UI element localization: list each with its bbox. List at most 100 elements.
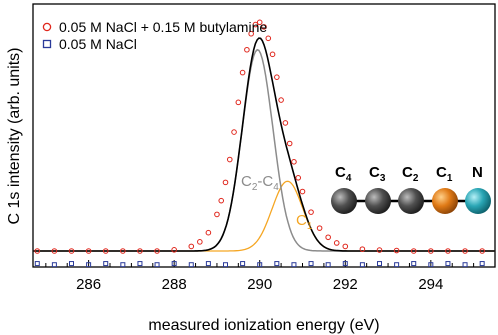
- butylamine-data-point: [252, 21, 259, 28]
- butylamine-data-point: [154, 248, 160, 254]
- series-nacl-markers: [34, 261, 485, 267]
- butylamine-data-point: [239, 69, 246, 76]
- atom-label-c4: C4: [335, 164, 352, 184]
- nacl-data-point: [428, 262, 434, 267]
- nacl-data-point: [342, 261, 348, 267]
- butylamine-data-point: [316, 225, 323, 231]
- nacl-data-point: [171, 261, 177, 267]
- butylamine-data-point: [137, 248, 143, 254]
- butylamine-data-point: [222, 179, 229, 186]
- plot-frame: [32, 3, 496, 268]
- x-tick-label: 290: [247, 276, 272, 293]
- nacl-data-point: [359, 262, 365, 267]
- butylamine-data-point: [278, 97, 284, 103]
- nacl-data-point: [240, 261, 246, 267]
- butylamine-data-point: [445, 248, 451, 254]
- nacl-data-point: [377, 261, 382, 267]
- nacl-data-point: [103, 261, 109, 267]
- c1-component-line: [33, 180, 495, 252]
- legend-marker-butylamine: [42, 22, 52, 32]
- butylamine-data-point: [51, 248, 58, 254]
- atom-c1: [432, 188, 458, 214]
- butylamine-data-point: [376, 247, 383, 253]
- butylamine-data-point: [428, 248, 434, 254]
- nacl-data-point: [188, 262, 194, 267]
- x-tick-label: 292: [333, 276, 358, 293]
- x-axis-ticks: [45, 260, 496, 267]
- nacl-data-point: [462, 262, 468, 267]
- x-tick-label: 288: [162, 276, 187, 293]
- butylamine-data-point: [282, 120, 289, 126]
- butylamine-data-point: [333, 240, 340, 246]
- butylamine-data-point: [295, 175, 302, 181]
- c1-label: C1: [296, 212, 313, 232]
- butylamine-data-point: [34, 248, 41, 254]
- y-axis-label: C 1s intensity (arb. units): [6, 48, 23, 225]
- butylamine-data-point: [359, 246, 366, 252]
- nacl-data-point: [308, 261, 314, 267]
- atom-label-n: N: [472, 164, 483, 181]
- legend: 0.05 M NaCl + 0.15 M butylamine 0.05 M N…: [42, 19, 267, 52]
- butylamine-data-point: [205, 229, 212, 236]
- nacl-data-point: [394, 262, 400, 267]
- butylamine-data-point: [256, 19, 263, 26]
- nacl-data-point: [137, 261, 143, 267]
- nacl-data-point: [274, 261, 280, 267]
- butylamine-data-point: [188, 243, 195, 250]
- butylamine-data-point: [248, 30, 254, 37]
- butylamine-data-point: [244, 46, 250, 53]
- atom-c3: [365, 188, 391, 214]
- nacl-data-point: [86, 262, 92, 267]
- legend-marker-nacl: [42, 39, 52, 49]
- butylamine-data-point: [197, 239, 203, 245]
- butylamine-data-point: [102, 248, 109, 254]
- butylamine-data-point: [231, 129, 237, 135]
- butylamine-data-point: [410, 248, 417, 254]
- atom-label-c3: C3: [369, 164, 386, 184]
- atom-label-c1: C1: [436, 164, 453, 184]
- fit-line: [33, 37, 495, 252]
- nacl-data-point: [479, 261, 485, 267]
- butylamine-data-point: [308, 209, 314, 215]
- series-butylamine-markers: [34, 19, 485, 254]
- butylamine-data-point: [291, 159, 297, 165]
- butylamine-data-point: [85, 248, 92, 254]
- atom-n: [465, 188, 491, 214]
- legend-label-butylamine: 0.05 M NaCl + 0.15 M butylamine: [59, 19, 267, 35]
- butylamine-data-point: [393, 247, 400, 254]
- butylamine-data-point: [325, 234, 331, 241]
- x-axis-label: measured ionization energy (eV): [148, 317, 379, 334]
- x-tick-label: 294: [418, 276, 443, 293]
- c2-c4-label: C2-C4: [241, 173, 279, 193]
- butylamine-data-point: [342, 243, 349, 250]
- butylamine-data-point: [226, 156, 233, 163]
- nacl-data-point: [154, 262, 160, 267]
- nacl-data-point: [223, 262, 228, 267]
- nacl-data-point: [205, 261, 211, 267]
- atom-label-c2: C2: [402, 164, 419, 184]
- nacl-data-point: [325, 262, 331, 267]
- butylamine-data-point: [479, 248, 485, 254]
- nacl-data-point: [445, 261, 451, 267]
- nacl-data-point: [120, 262, 126, 267]
- nacl-data-point: [411, 261, 417, 267]
- nacl-data-point: [51, 262, 57, 267]
- butylamine-data-point: [265, 35, 272, 42]
- molecule-diagram: C4 C3 C2 C1 N: [331, 164, 491, 214]
- butylamine-data-point: [120, 248, 126, 254]
- nacl-data-point: [257, 262, 263, 267]
- butylamine-data-point: [68, 248, 75, 254]
- butylamine-data-point: [462, 248, 468, 254]
- butylamine-data-point: [274, 74, 280, 80]
- atom-c4: [331, 188, 357, 214]
- butylamine-data-point: [214, 211, 220, 218]
- butylamine-data-point: [171, 247, 177, 253]
- atom-c2: [398, 188, 424, 214]
- butylamine-data-point: [235, 99, 242, 106]
- nacl-data-point: [291, 262, 297, 267]
- nacl-data-point: [34, 261, 40, 267]
- nacl-data-point: [69, 261, 74, 267]
- butylamine-data-point: [299, 188, 306, 195]
- butylamine-data-point: [269, 51, 276, 58]
